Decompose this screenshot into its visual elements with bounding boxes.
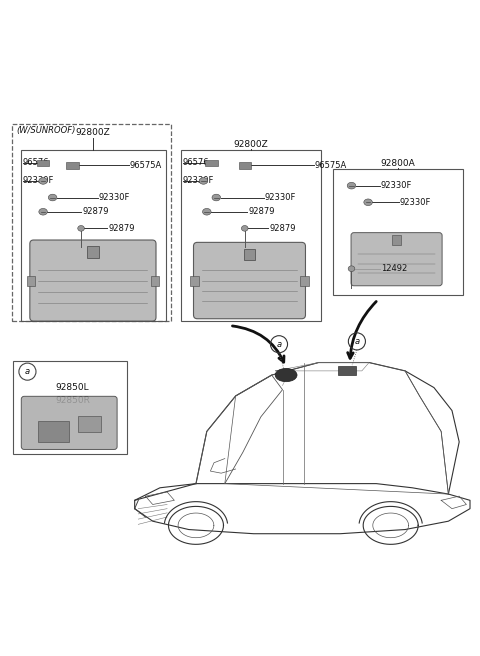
FancyBboxPatch shape — [21, 396, 117, 449]
Text: 92879: 92879 — [82, 207, 108, 216]
Bar — [392, 236, 401, 245]
Text: 92330F: 92330F — [98, 193, 130, 202]
Text: 92330F: 92330F — [264, 193, 296, 202]
Ellipse shape — [212, 194, 220, 201]
Text: 92330F: 92330F — [182, 176, 214, 186]
Text: 96576: 96576 — [22, 158, 49, 167]
Bar — [26, 276, 35, 286]
Text: a: a — [25, 367, 30, 376]
Text: 92330F: 92330F — [381, 181, 412, 190]
Bar — [239, 162, 251, 169]
Ellipse shape — [199, 178, 208, 184]
Bar — [333, 169, 463, 295]
Bar — [180, 150, 321, 321]
Text: 92800Z: 92800Z — [76, 128, 110, 137]
Bar — [21, 150, 166, 321]
Ellipse shape — [241, 226, 248, 231]
Bar — [190, 276, 199, 286]
Text: 92800Z: 92800Z — [233, 140, 268, 149]
Ellipse shape — [347, 182, 356, 189]
Ellipse shape — [203, 209, 211, 215]
Text: a: a — [276, 340, 282, 349]
Text: a: a — [354, 337, 360, 346]
Text: 92879: 92879 — [248, 207, 275, 216]
Bar — [13, 361, 127, 454]
Bar — [244, 249, 255, 260]
Text: 92850R: 92850R — [55, 396, 90, 405]
Bar — [12, 124, 171, 321]
Bar — [66, 162, 79, 169]
FancyBboxPatch shape — [193, 242, 305, 319]
Ellipse shape — [48, 194, 57, 201]
Text: 92330F: 92330F — [22, 176, 54, 186]
Bar — [78, 416, 101, 432]
FancyBboxPatch shape — [30, 240, 156, 321]
Ellipse shape — [78, 226, 84, 231]
Bar — [338, 366, 356, 375]
Text: 96575A: 96575A — [314, 161, 347, 170]
Bar — [300, 276, 309, 286]
Bar — [37, 420, 69, 442]
Ellipse shape — [39, 209, 48, 215]
Ellipse shape — [348, 266, 355, 272]
Text: 92330F: 92330F — [400, 197, 431, 207]
Bar — [205, 159, 218, 166]
Text: 12492: 12492 — [381, 264, 407, 273]
Ellipse shape — [364, 199, 372, 205]
Text: 92800A: 92800A — [380, 159, 415, 168]
Ellipse shape — [275, 369, 297, 382]
Text: 92879: 92879 — [108, 224, 134, 233]
Text: 96576: 96576 — [182, 158, 209, 167]
FancyBboxPatch shape — [351, 233, 442, 286]
Text: 96575A: 96575A — [130, 161, 162, 170]
Bar — [37, 159, 49, 166]
Text: 92879: 92879 — [269, 224, 296, 233]
Bar — [87, 246, 98, 258]
Text: 92850L: 92850L — [56, 383, 89, 392]
Bar — [151, 276, 159, 286]
Text: (W/SUNROOF): (W/SUNROOF) — [16, 127, 75, 135]
Ellipse shape — [39, 178, 48, 184]
